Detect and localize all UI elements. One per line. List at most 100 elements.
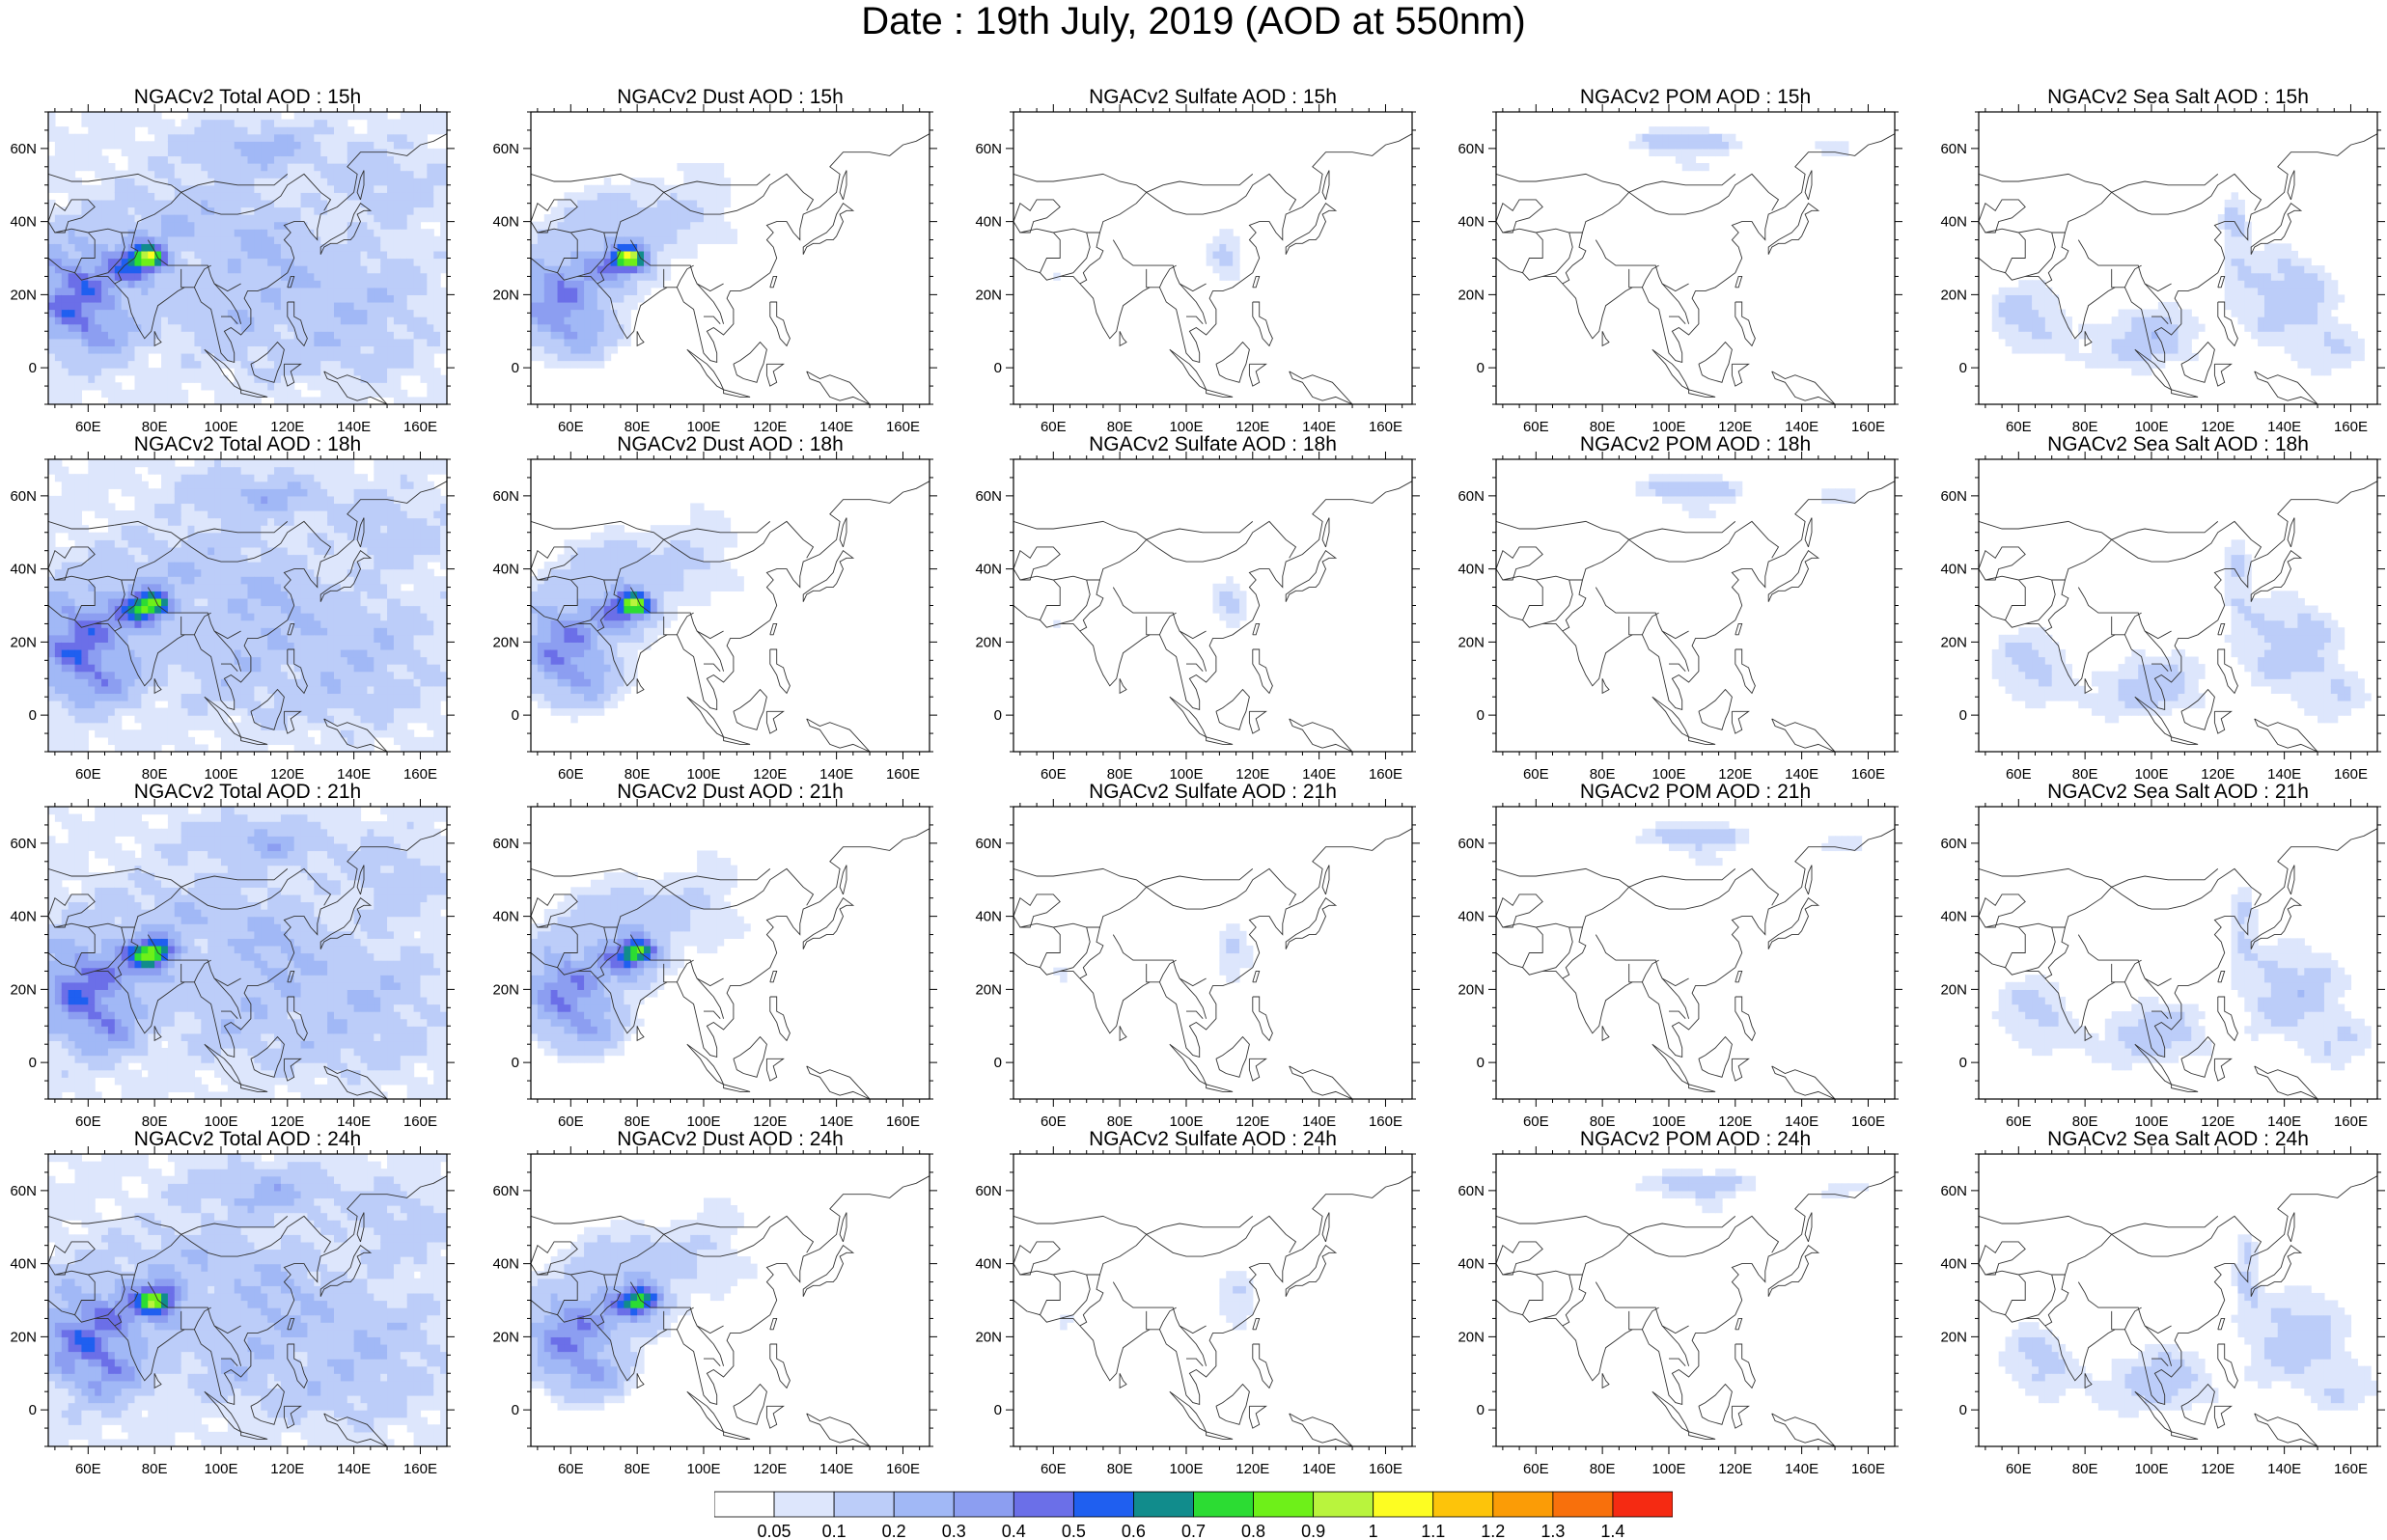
x-tick-label: 80E bbox=[1107, 1461, 1133, 1477]
colorbar-label: 0.2 bbox=[882, 1522, 906, 1539]
map-svg: 60E 80E 100E 120E 140E 160E 60N 40N 20N 0 bbox=[975, 452, 1420, 783]
panel-title: NGACv2 Sulfate AOD : 15h bbox=[1089, 86, 1337, 108]
colorbar-label: 1.1 bbox=[1421, 1522, 1445, 1539]
y-tick-label: 40N bbox=[10, 562, 37, 578]
x-tick-label: 60E bbox=[2006, 766, 2032, 783]
colorbar-label: 0.1 bbox=[822, 1522, 847, 1539]
y-tick-label: 40N bbox=[492, 214, 519, 231]
map-background bbox=[1013, 807, 1412, 1099]
y-tick-label: 20N bbox=[10, 287, 37, 303]
colorbar-swatch bbox=[1072, 1491, 1134, 1518]
x-tick-label: 60E bbox=[75, 1461, 101, 1477]
x-tick-label: 120E bbox=[1718, 1461, 1752, 1477]
x-tick-label: 140E bbox=[2267, 1114, 2301, 1130]
y-tick-label: 60N bbox=[10, 488, 37, 505]
y-tick-label: 40N bbox=[492, 1256, 519, 1273]
x-tick-label: 140E bbox=[1785, 766, 1818, 783]
panel-title: NGACv2 Sea Salt AOD : 24h bbox=[2047, 1128, 2309, 1150]
panel-title: NGACv2 Dust AOD : 21h bbox=[617, 781, 844, 803]
y-tick-label: 0 bbox=[1477, 360, 1485, 376]
x-tick-label: 60E bbox=[558, 766, 584, 783]
colorbar-swatch bbox=[1013, 1491, 1074, 1518]
map-panel: NGACv2 Sulfate AOD : 21h 60E 80E 100E 120E 14… bbox=[965, 780, 1448, 1130]
y-tick-label: 0 bbox=[1477, 707, 1485, 724]
x-tick-label: 160E bbox=[1851, 1461, 1885, 1477]
colorbar-label: 0.5 bbox=[1062, 1522, 1086, 1539]
aod-field bbox=[1060, 1271, 1254, 1331]
x-tick-label: 60E bbox=[1523, 1461, 1549, 1477]
aod-field bbox=[1991, 192, 2365, 376]
map-panel: NGACv2 Sulfate AOD : 15h 60E 80E 100E 120E 14… bbox=[965, 85, 1448, 435]
colorbar-swatch bbox=[893, 1491, 955, 1518]
map-svg: 60E 80E 100E 120E 140E 160E 60N 40N 20N 0 bbox=[1457, 452, 1902, 783]
map-svg: 60E 80E 100E 120E 140E 160E 60N 40N 20N 0 bbox=[975, 1146, 1420, 1477]
colorbar-label: 1.3 bbox=[1540, 1522, 1565, 1539]
x-tick-label: 160E bbox=[1369, 766, 1402, 783]
x-tick-label: 80E bbox=[142, 1114, 168, 1130]
x-tick-label: 60E bbox=[558, 1461, 584, 1477]
x-tick-label: 80E bbox=[1590, 766, 1616, 783]
y-tick-label: 0 bbox=[1959, 360, 1967, 376]
x-tick-label: 60E bbox=[558, 419, 584, 435]
coastlines bbox=[1496, 133, 1895, 404]
x-tick-label: 120E bbox=[1235, 1114, 1269, 1130]
colorbar-swatch bbox=[1313, 1491, 1374, 1518]
y-tick-label: 40N bbox=[1457, 562, 1485, 578]
y-tick-label: 0 bbox=[994, 707, 1002, 724]
axis-ticks bbox=[523, 104, 937, 412]
x-tick-label: 160E bbox=[403, 766, 437, 783]
x-tick-label: 140E bbox=[1785, 419, 1818, 435]
map-background bbox=[1013, 1154, 1412, 1446]
colorbar-swatch bbox=[833, 1491, 895, 1518]
y-tick-label: 40N bbox=[975, 562, 1002, 578]
coastlines bbox=[1496, 828, 1895, 1099]
coastlines bbox=[1013, 828, 1412, 1099]
aod-field bbox=[1635, 1169, 1870, 1214]
x-tick-label: 120E bbox=[2201, 419, 2234, 435]
panel-title: NGACv2 POM AOD : 24h bbox=[1579, 1128, 1812, 1150]
colorbar-label: 0.9 bbox=[1301, 1522, 1325, 1539]
colorbar-swatch bbox=[1133, 1491, 1194, 1518]
y-tick-label: 0 bbox=[1959, 1402, 1967, 1418]
x-tick-label: 60E bbox=[1523, 419, 1549, 435]
map-panel: NGACv2 Total AOD : 24h 60E 80E 100E 120E 140E… bbox=[0, 1127, 483, 1477]
y-tick-label: 0 bbox=[994, 360, 1002, 376]
y-tick-label: 0 bbox=[29, 360, 37, 376]
aod-field bbox=[48, 1154, 447, 1446]
colorbar-label: 1.4 bbox=[1600, 1522, 1624, 1539]
x-tick-label: 80E bbox=[2072, 1114, 2098, 1130]
x-tick-label: 140E bbox=[819, 1461, 853, 1477]
y-tick-label: 0 bbox=[994, 1402, 1002, 1418]
x-tick-label: 120E bbox=[270, 1461, 304, 1477]
coastlines bbox=[48, 133, 447, 404]
x-tick-label: 100E bbox=[2134, 1114, 2168, 1130]
x-tick-label: 80E bbox=[1107, 419, 1133, 435]
x-tick-label: 100E bbox=[686, 1114, 720, 1130]
x-tick-label: 100E bbox=[1651, 419, 1685, 435]
aod-field bbox=[531, 503, 744, 724]
x-tick-label: 120E bbox=[753, 766, 787, 783]
y-tick-label: 20N bbox=[1457, 634, 1485, 650]
map-svg: 60E 80E 100E 120E 140E 160E 60N 40N 20N 0 bbox=[1457, 104, 1902, 435]
x-tick-label: 160E bbox=[403, 1114, 437, 1130]
x-tick-label: 60E bbox=[1523, 766, 1549, 783]
x-tick-label: 140E bbox=[819, 1114, 853, 1130]
x-tick-label: 160E bbox=[1851, 766, 1885, 783]
map-panel: NGACv2 POM AOD : 24h 60E 80E 100E 120E 140E 16… bbox=[1448, 1127, 1930, 1477]
x-tick-label: 140E bbox=[337, 1114, 371, 1130]
panel-title: NGACv2 Total AOD : 21h bbox=[133, 781, 362, 803]
axis-ticks bbox=[1971, 1146, 2385, 1454]
x-tick-label: 60E bbox=[1041, 766, 1067, 783]
colorbar-swatch bbox=[773, 1491, 835, 1518]
x-tick-label: 120E bbox=[2201, 1461, 2234, 1477]
x-tick-label: 120E bbox=[270, 419, 304, 435]
map-svg: 60E 80E 100E 120E 140E 160E 60N 40N 20N 0 bbox=[1457, 799, 1902, 1130]
x-tick-label: 120E bbox=[270, 1114, 304, 1130]
coastlines bbox=[1496, 1175, 1895, 1446]
x-tick-label: 60E bbox=[75, 419, 101, 435]
x-tick-label: 120E bbox=[1718, 766, 1752, 783]
aod-field bbox=[1053, 229, 1240, 281]
y-tick-label: 40N bbox=[1940, 1256, 1967, 1273]
map-panel: NGACv2 Total AOD : 18h 60E 80E 100E 120E 140E… bbox=[0, 432, 483, 783]
y-tick-label: 20N bbox=[1940, 981, 1967, 998]
